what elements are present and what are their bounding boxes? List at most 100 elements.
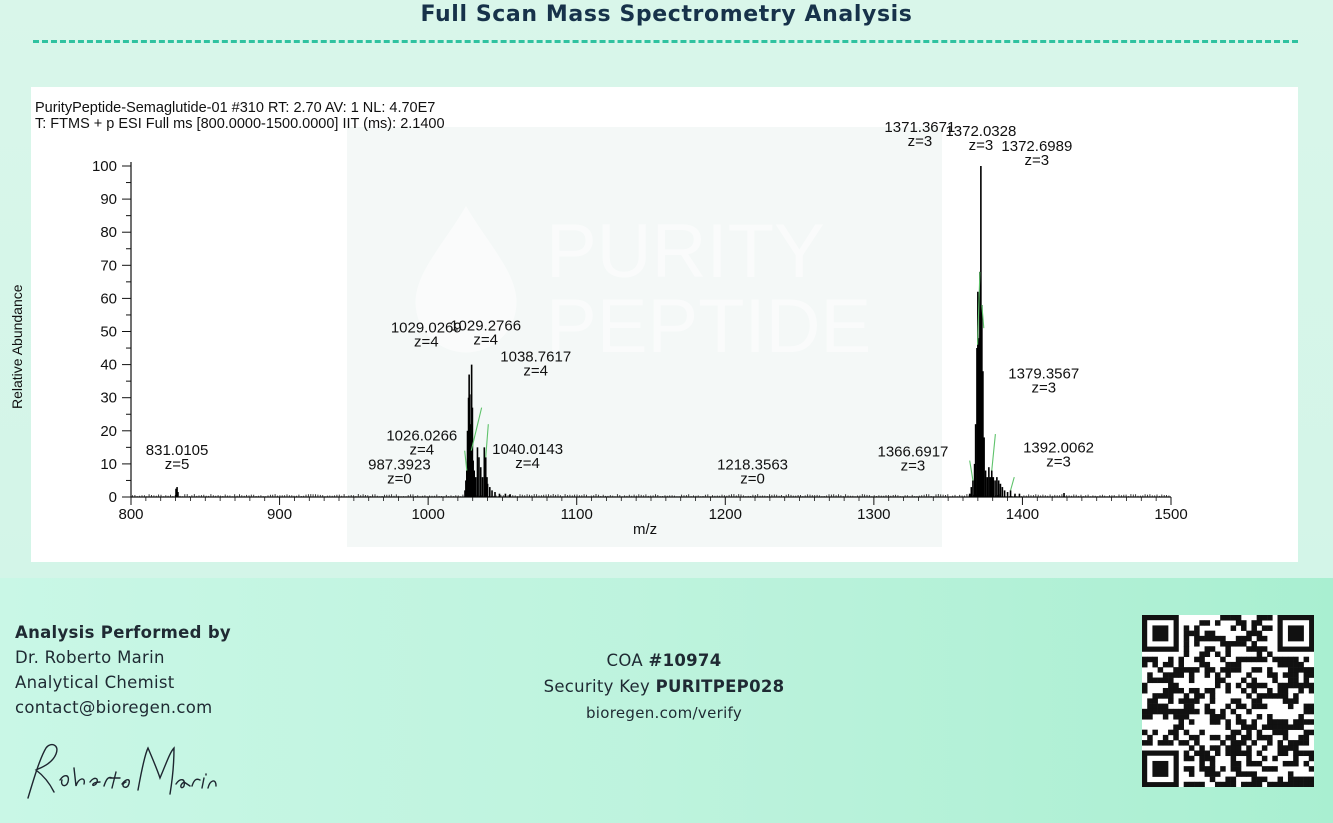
page-title: Full Scan Mass Spectrometry Analysis (420, 2, 913, 27)
y-tick-label: 100 (92, 158, 117, 175)
qr-module (1183, 766, 1190, 772)
qr-module (1303, 677, 1310, 684)
qr-module (1246, 771, 1252, 777)
qr-module (1199, 760, 1205, 767)
qr-module (1147, 677, 1153, 684)
qr-module (1256, 734, 1263, 741)
qr-module (1246, 729, 1252, 736)
qr-module (1214, 714, 1221, 720)
qr-module (1220, 708, 1226, 715)
qr-module (1246, 672, 1252, 678)
qr-module (1256, 693, 1263, 699)
qr-module (1194, 641, 1200, 647)
qr-module (1183, 630, 1190, 637)
qr-module (1230, 750, 1237, 757)
qr-module (1267, 734, 1273, 741)
qr-module (1251, 625, 1257, 631)
qr-module (1204, 646, 1211, 652)
qr-module (1277, 693, 1284, 699)
qr-module (1246, 646, 1252, 652)
qr-module (1287, 672, 1294, 678)
qr-module (1214, 734, 1221, 741)
security-key: PURITPEP028 (655, 677, 785, 696)
qr-module (1162, 693, 1169, 699)
qr-module (1204, 672, 1211, 678)
qr-module (1261, 682, 1268, 689)
qr-code[interactable] (1142, 615, 1314, 787)
qr-module (1194, 781, 1200, 787)
security-prefix: Security Key (543, 677, 651, 696)
qr-module (1251, 776, 1257, 783)
qr-module (1204, 708, 1211, 715)
qr-module (1293, 781, 1299, 787)
qr-module (1267, 781, 1273, 787)
peak-charge-label: z=4 (523, 362, 548, 379)
qr-module (1303, 750, 1310, 757)
peak-charge-label: z=4 (414, 334, 439, 351)
qr-module (1303, 672, 1310, 678)
qr-module (1209, 771, 1216, 777)
qr-module (1267, 625, 1273, 631)
qr-module (1152, 677, 1158, 684)
qr-module (1142, 729, 1148, 736)
qr-module (1152, 656, 1158, 663)
peaks (175, 166, 1065, 497)
qr-module (1235, 771, 1242, 777)
qr-module (1188, 698, 1195, 704)
performer-block: Analysis Performed by Dr. Roberto Marin … (15, 620, 231, 720)
qr-module (1199, 766, 1205, 772)
qr-module (1235, 615, 1242, 621)
qr-module (1183, 635, 1190, 642)
peak-mz-label: 1366.6917 (877, 443, 948, 460)
qr-module (1199, 656, 1205, 663)
qr-module (1235, 620, 1242, 626)
qr-module (1303, 729, 1310, 736)
qr-module (1194, 630, 1200, 637)
qr-module (1303, 656, 1310, 663)
qr-module (1157, 667, 1164, 673)
qr-module (1256, 630, 1263, 637)
qr-module (1225, 672, 1231, 678)
qr-module (1162, 703, 1169, 710)
qr-module (1287, 724, 1294, 730)
peak-mz-label: 1218.3563 (717, 456, 788, 473)
qr-module (1230, 776, 1237, 783)
qr-module (1194, 740, 1200, 746)
qr-module (1235, 766, 1242, 772)
peak-charge-label: z=4 (410, 442, 435, 459)
qr-module (1246, 760, 1252, 767)
qr-module (1235, 745, 1242, 751)
qr-module (1199, 651, 1205, 657)
qr-module (1308, 708, 1314, 715)
qr-module (1209, 719, 1216, 725)
qr-module (1230, 641, 1237, 647)
verify-link[interactable]: bioregen.com/verify (585, 704, 743, 722)
qr-module (1220, 667, 1226, 673)
qr-module (1267, 740, 1273, 746)
qr-module (1251, 667, 1257, 673)
qr-module (1220, 781, 1226, 787)
qr-module (1209, 714, 1216, 720)
qr-module (1298, 776, 1304, 783)
qr-module (1225, 776, 1231, 783)
qr-module (1225, 781, 1231, 787)
qr-module (1225, 646, 1231, 652)
peak-charge-label: z=0 (387, 470, 412, 487)
qr-module (1204, 703, 1211, 710)
x-tick-label: 1000 (411, 506, 444, 523)
qr-module (1209, 693, 1216, 699)
qr-module (1272, 719, 1278, 725)
peak-mz-label: 1040.0143 (492, 441, 563, 458)
qr-module (1261, 656, 1268, 663)
qr-module (1308, 776, 1314, 783)
qr-module (1168, 693, 1174, 699)
peak-mz-label: 1029.2766 (450, 318, 521, 335)
qr-module (1251, 641, 1257, 647)
qr-module (1168, 687, 1174, 694)
x-tick-label: 1300 (857, 506, 890, 523)
qr-finder-inner (1152, 760, 1169, 777)
qr-module (1282, 661, 1289, 668)
qr-module (1272, 656, 1278, 663)
x-tick-label: 1500 (1154, 506, 1187, 523)
qr-module (1308, 687, 1314, 694)
